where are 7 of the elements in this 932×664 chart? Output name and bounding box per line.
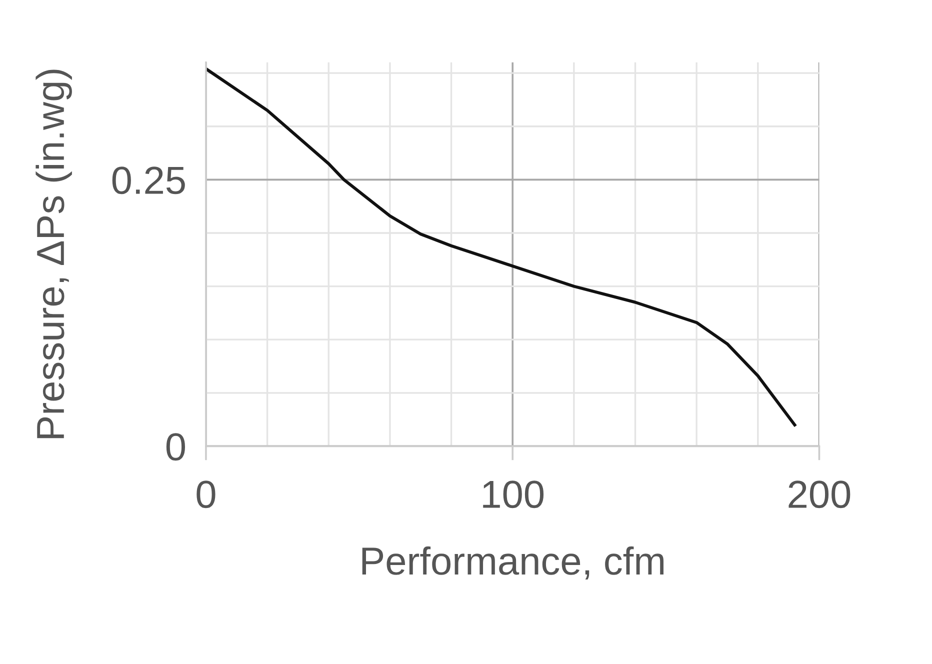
x-tick-label: 100: [483, 480, 544, 508]
x-tick-label: 200: [788, 480, 850, 508]
x-axis-title: Performance, cfm: [362, 546, 664, 580]
y-axis-title: Pressure, ΔPs (in.wg): [36, 70, 72, 438]
x-tick-label: 0: [196, 480, 216, 508]
y-tick-label: 0.25: [112, 166, 185, 194]
line-series: [206, 67, 796, 426]
